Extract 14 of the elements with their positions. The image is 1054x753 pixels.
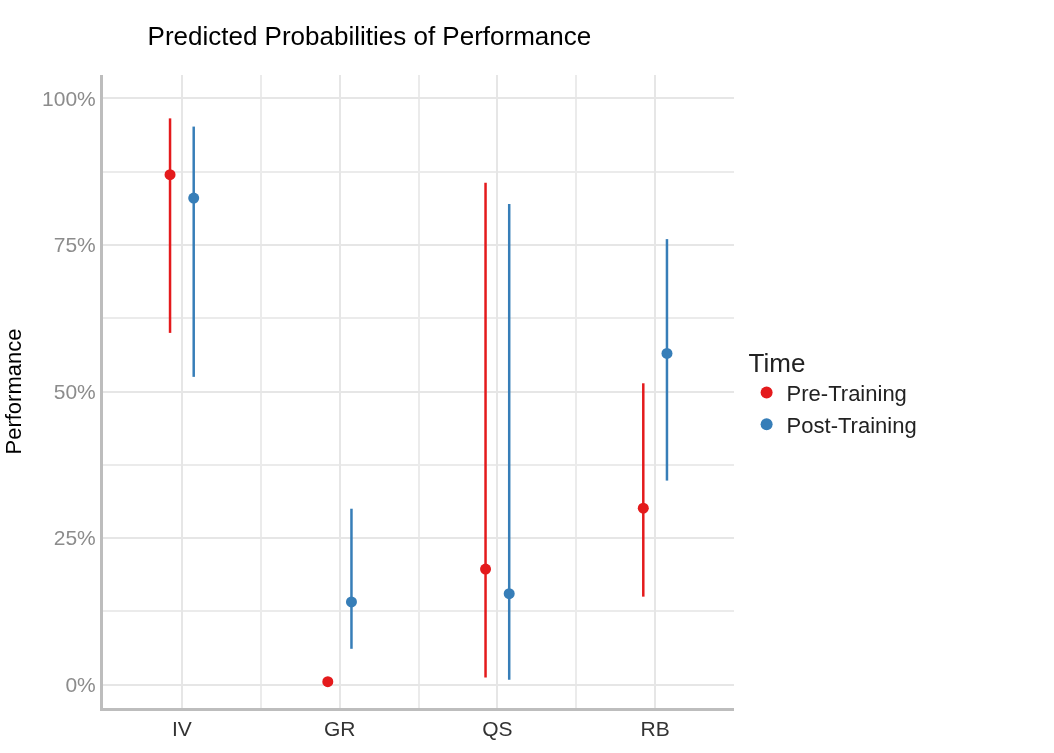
legend-label: Post-Training — [786, 412, 917, 438]
y-tick-label: 25% — [53, 526, 96, 550]
legend-label: Pre-Training — [786, 381, 907, 407]
y-axis-title: Performance — [0, 328, 26, 455]
x-tick-label: GR — [323, 717, 356, 741]
y-tick-label: 50% — [53, 379, 96, 403]
x-tick-label: RB — [640, 717, 670, 741]
y-tick-label: 0% — [65, 672, 96, 696]
chart-title: Predicted Probabilities of Performance — [147, 20, 592, 51]
y-tick-label: 75% — [53, 233, 96, 257]
x-tick-label: IV — [171, 717, 192, 741]
x-tick-label: QS — [482, 717, 513, 741]
legend-title: Time — [748, 347, 806, 378]
y-tick-label: 100% — [42, 86, 96, 110]
